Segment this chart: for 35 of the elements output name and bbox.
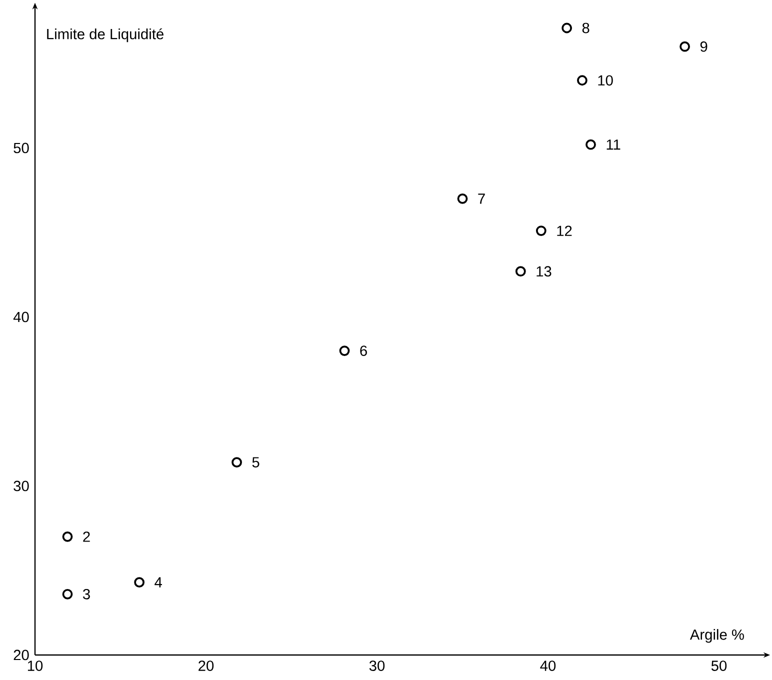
- x-tick-label: 30: [369, 660, 385, 671]
- annotation: 5: [252, 457, 260, 468]
- y-tick-label: 30: [14, 480, 29, 492]
- point: [457, 193, 468, 204]
- annotation: 10: [598, 75, 613, 86]
- annotation: 8: [582, 22, 590, 34]
- annotation: 6: [360, 346, 367, 356]
- x-tick-label: 10: [28, 660, 43, 671]
- point: [339, 346, 350, 356]
- y-tick-label: 20: [14, 650, 29, 660]
- y-tick-label: 50: [14, 142, 29, 154]
- point: [680, 41, 690, 52]
- y-tick-label: 40: [13, 312, 29, 322]
- point: [562, 22, 572, 34]
- annotation: 11: [606, 140, 620, 150]
- x-tick-label: 20: [198, 660, 214, 671]
- annotation: 7: [478, 194, 485, 204]
- point: [62, 588, 73, 600]
- point: [62, 531, 73, 542]
- point: [577, 75, 588, 86]
- annotation: 4: [154, 577, 162, 588]
- annotation: 2: [83, 532, 90, 542]
- x-tick-label: 40: [540, 660, 556, 671]
- y-axis-title: Limite de Liquidité: [47, 28, 164, 42]
- annotation: 12: [557, 226, 572, 236]
- point: [515, 266, 526, 277]
- x-tick-label: 50: [711, 660, 727, 671]
- point: [134, 577, 145, 588]
- x-axis-title: Argile %: [690, 629, 744, 643]
- point: [232, 457, 242, 468]
- annotation: 13: [536, 266, 552, 277]
- annotation: 9: [700, 41, 708, 52]
- annotation: 3: [82, 588, 90, 600]
- point: [536, 226, 546, 236]
- point: [586, 139, 596, 150]
